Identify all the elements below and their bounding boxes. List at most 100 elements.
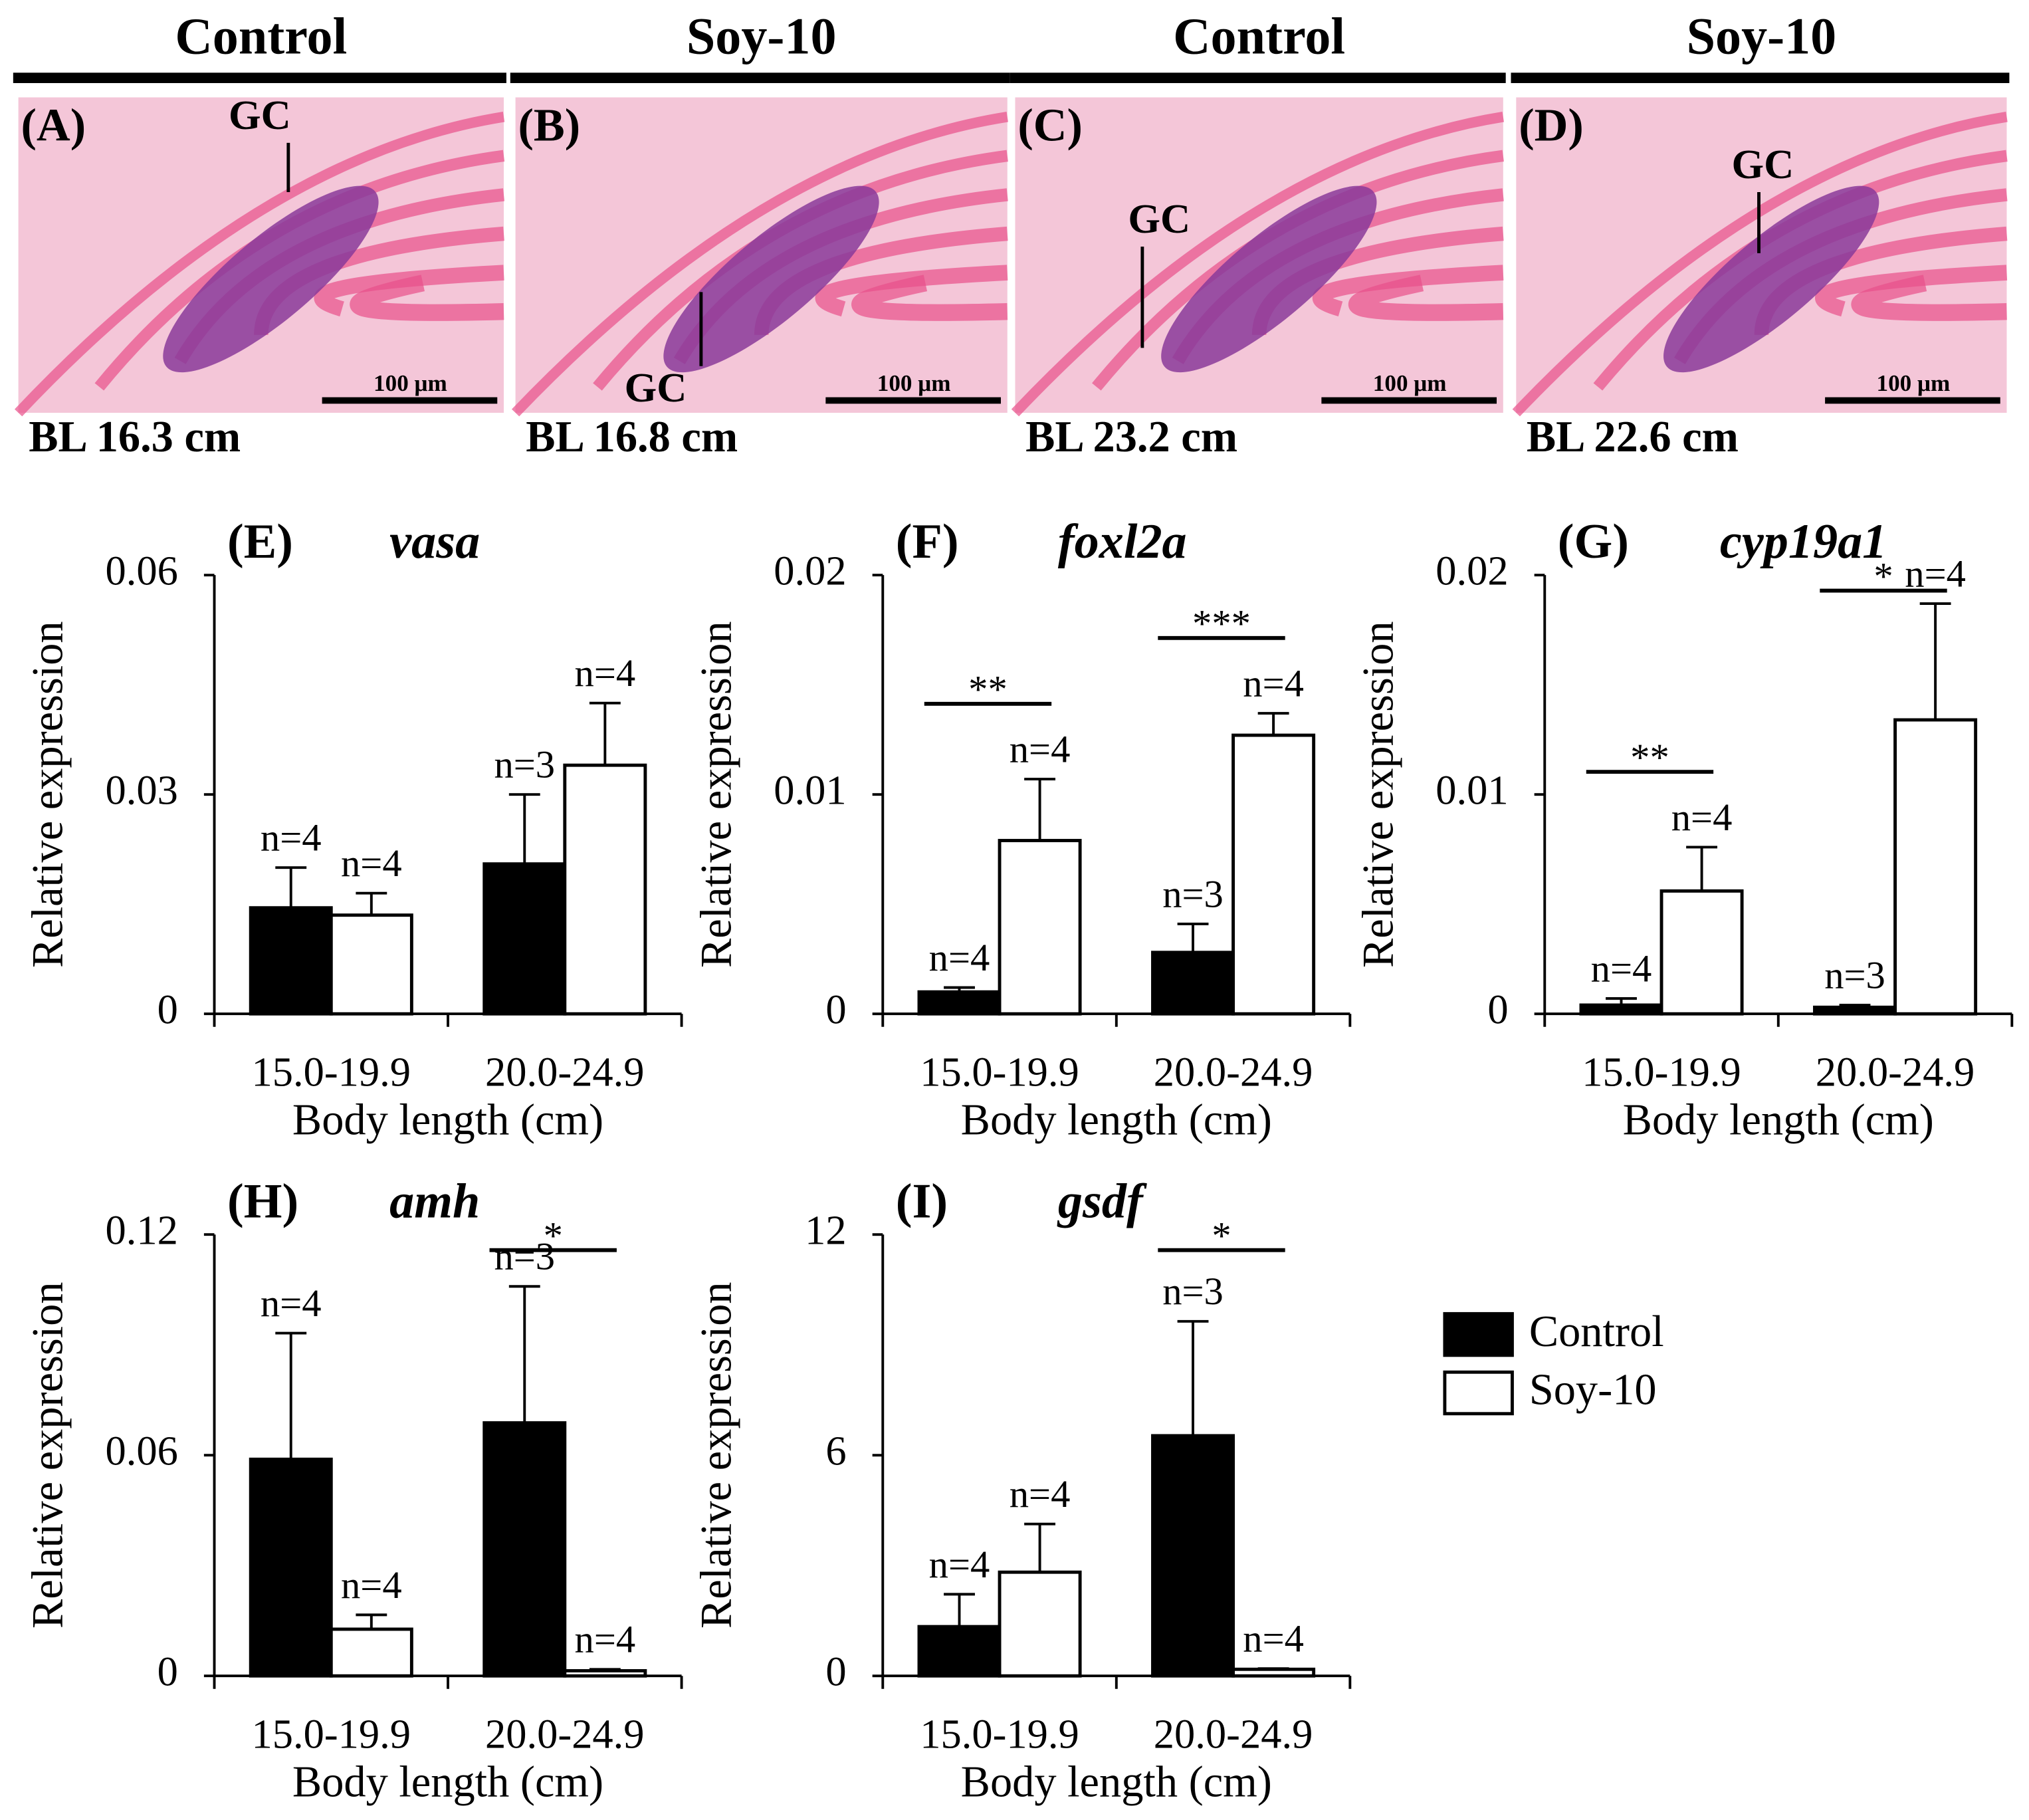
bar [329, 913, 413, 1016]
error-bar [508, 1285, 540, 1423]
y-axis-label: Relative expression [1354, 621, 1402, 968]
tissue [815, 265, 1008, 317]
header-bar [1511, 72, 2010, 83]
header-bar [510, 72, 1010, 83]
error-bar [1257, 1667, 1289, 1670]
significance-label: ** [1630, 736, 1669, 779]
legend-label: Control [1529, 1308, 1664, 1356]
x-tick-label: 15.0-19.9 [1582, 1048, 1741, 1095]
panel-label: (C) [1017, 99, 1083, 151]
significance-label: ** [968, 668, 1008, 711]
body-length: BL 22.6 cm [1527, 413, 1739, 461]
bar [1151, 951, 1235, 1016]
n-label: n=3 [494, 1235, 555, 1278]
tissue [1512, 112, 2008, 417]
x-tick-label: 15.0-19.9 [920, 1048, 1079, 1095]
bar [1231, 733, 1316, 1016]
y-tick-label: 0.12 [105, 1207, 177, 1254]
group-header: Control [175, 7, 347, 64]
bar [249, 1457, 333, 1678]
scale-bar [1825, 397, 2000, 404]
panel-label: (H) [227, 1174, 298, 1228]
gc-label: GC [1731, 141, 1794, 187]
bar [998, 839, 1082, 1016]
y-tick-label: 0.06 [105, 1428, 177, 1474]
error-bar [944, 1593, 975, 1627]
group-header: Soy-10 [687, 7, 837, 64]
x-tick-label: 20.0-24.9 [485, 1048, 645, 1095]
bar [1151, 1434, 1235, 1678]
tissue [1011, 112, 1505, 417]
legend-label: Soy-10 [1529, 1366, 1657, 1415]
n-label: n=4 [261, 1282, 322, 1325]
x-tick-label: 20.0-24.9 [1154, 1710, 1313, 1757]
error-bar [944, 986, 975, 992]
error-bar [356, 891, 387, 915]
body-length: BL 23.2 cm [1025, 413, 1237, 461]
gonad [1161, 185, 1377, 373]
n-label: n=4 [929, 936, 990, 979]
header-bar [1010, 72, 1506, 83]
panel-label: (D) [1519, 99, 1584, 151]
x-tick-label: 20.0-24.9 [1154, 1048, 1313, 1095]
n-label: n=4 [575, 1618, 636, 1661]
bar [998, 1570, 1082, 1678]
x-tick-label: 15.0-19.9 [252, 1710, 411, 1757]
gonad [663, 185, 879, 373]
group-header: Control [1173, 7, 1345, 64]
y-tick-label: 0 [158, 1649, 178, 1695]
x-axis-label: Body length (cm) [292, 1095, 603, 1144]
gonad [1663, 185, 1879, 373]
significance-label: * [1212, 1214, 1231, 1257]
scale-bar [825, 397, 1001, 404]
panel-label: (G) [1558, 514, 1629, 569]
chart-title: gsdf [1057, 1174, 1147, 1228]
y-axis-label: Relative expression [24, 621, 72, 968]
bar [563, 763, 647, 1016]
panel-label: (B) [518, 99, 581, 151]
n-label: n=4 [1010, 1472, 1071, 1516]
error-bar [356, 1613, 387, 1629]
y-axis-label: Relative expression [692, 621, 740, 968]
error-bar [1919, 602, 1951, 720]
bar [917, 990, 1002, 1016]
tissue [1815, 265, 2008, 317]
bar [1579, 1003, 1663, 1016]
error-bar [1177, 922, 1209, 953]
chart-title: vasa [389, 514, 480, 569]
legend-swatch [1443, 1311, 1514, 1357]
significance-label: * [1873, 554, 1893, 598]
error-bar [589, 1668, 621, 1671]
scale-bar [322, 397, 498, 404]
significance-label: * [544, 1214, 563, 1257]
bar [482, 862, 567, 1016]
y-tick-label: 0.06 [105, 547, 177, 594]
panel-label: (I) [896, 1174, 948, 1228]
n-label: n=4 [341, 1563, 402, 1607]
panel-label: (E) [227, 514, 293, 569]
body-length: BL 16.8 cm [526, 413, 738, 461]
chart-title: foxl2a [1058, 514, 1187, 569]
tissue [1851, 275, 2007, 321]
n-label: n=4 [1671, 796, 1733, 839]
group-header: Soy-10 [1687, 7, 1837, 64]
bar [329, 1627, 413, 1678]
n-label: n=3 [1824, 953, 1885, 996]
bar [1813, 1005, 1897, 1016]
y-tick-label: 6 [825, 1428, 846, 1474]
n-label: n=4 [1591, 947, 1652, 990]
bar [563, 1669, 647, 1678]
x-tick-label: 15.0-19.9 [252, 1048, 411, 1095]
x-axis-label: Body length (cm) [961, 1758, 1272, 1806]
y-tick-label: 0 [158, 986, 178, 1033]
n-label: n=3 [494, 743, 555, 786]
y-tick-label: 0.02 [774, 547, 846, 594]
tissue [1348, 275, 1504, 321]
y-tick-label: 0.02 [1436, 547, 1508, 594]
scale-bar [1321, 397, 1497, 404]
chart-title: cyp19a1 [1720, 514, 1887, 569]
chart-title: amh [389, 1174, 480, 1228]
error-bar [1686, 846, 1718, 891]
gc-label: GC [1128, 195, 1190, 242]
y-tick-label: 0.03 [105, 767, 177, 814]
